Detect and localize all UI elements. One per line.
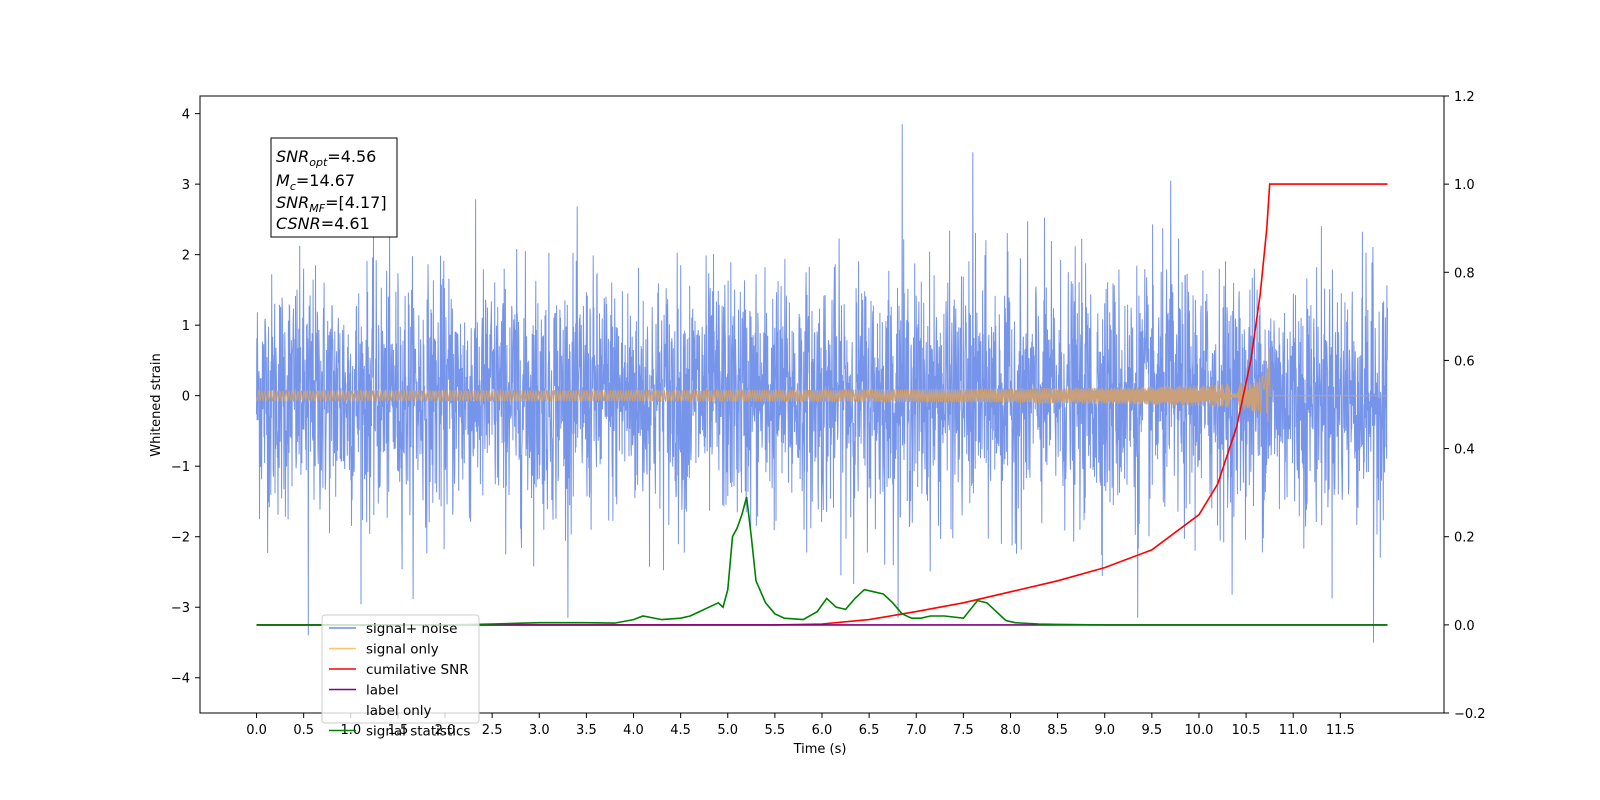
legend: signal+ noise signal only cumilative SNR la… xyxy=(321,614,480,740)
x-tick-label: 4.0 xyxy=(623,723,644,738)
x-tick-label: 3.0 xyxy=(529,723,550,738)
y2-tick-label: 0.6 xyxy=(1454,354,1475,369)
x-tick-label: 6.0 xyxy=(812,723,833,738)
x-tick-label: 3.5 xyxy=(576,723,597,738)
legend-frame xyxy=(321,614,480,724)
x-tick-label: 0.5 xyxy=(293,723,314,738)
y2-tick-label: 0.2 xyxy=(1454,531,1475,546)
y-tick-label: 1 xyxy=(182,319,190,334)
x-tick-label: 5.5 xyxy=(765,723,786,738)
legend-label: signal statistics xyxy=(366,724,470,740)
legend-label: label xyxy=(366,683,399,699)
y-tick-label: 2 xyxy=(182,249,190,264)
y-tick-label: −2 xyxy=(171,531,190,546)
x-tick-label: 7.0 xyxy=(906,723,927,738)
x-tick-label: 8.5 xyxy=(1047,723,1068,738)
y2-tick-label: 0.4 xyxy=(1454,443,1475,458)
y2-tick-label: 0.8 xyxy=(1454,266,1475,281)
annotation-snr-mf: SNRMF=[4.17] xyxy=(276,193,387,215)
x-tick-label: 6.5 xyxy=(859,723,880,738)
y-tick-label: −3 xyxy=(171,601,190,616)
series-cumilative-snr xyxy=(256,183,1388,626)
x-axis-label: Time (s) xyxy=(793,742,847,757)
x-tick-label: 11.0 xyxy=(1279,723,1308,738)
annotation-mc: Mc=14.67 xyxy=(276,171,355,193)
y-tick-label: −4 xyxy=(171,672,190,687)
x-tick-label: 9.0 xyxy=(1094,723,1115,738)
annotation-frame xyxy=(270,137,398,238)
x-tick-label: 2.0 xyxy=(435,723,456,738)
y2-tick-label: 1.0 xyxy=(1454,178,1475,193)
x-tick-label: 4.5 xyxy=(670,723,691,738)
y2-ticks: 1.2 1.0 0.8 0.6 0.4 0.2 0.0 −0.2 xyxy=(1444,90,1486,722)
x-tick-label: 2.5 xyxy=(482,723,503,738)
x-tick-label: 1.5 xyxy=(388,723,409,738)
y-axis-label: Whitened strain xyxy=(149,353,164,456)
annotation-box: SNRopt=4.56 Mc=14.67 SNRMF=[4.17] CSNR=4… xyxy=(270,137,398,238)
series-signal-statistics xyxy=(256,496,1388,626)
x-tick-label: 10.0 xyxy=(1184,723,1213,738)
x-tick-label: 8.0 xyxy=(1000,723,1021,738)
x-tick-label: 7.5 xyxy=(953,723,974,738)
y-tick-label: 4 xyxy=(182,108,190,123)
y-tick-label: 0 xyxy=(182,390,190,405)
series-signal-only xyxy=(256,348,1388,423)
y-tick-label: 3 xyxy=(182,178,190,193)
x-ticks: 0.0 0.5 1.0 1.5 2.0 2.5 3.0 3.5 4.0 4.5 5.0 5.5 6.0 6… xyxy=(246,713,1355,738)
legend-label: signal only xyxy=(366,642,439,658)
legend-label: cumilative SNR xyxy=(366,662,469,678)
legend-entries: signal+ noise signal only cumilative SNR la… xyxy=(329,621,470,740)
y-ticks: 4 3 2 1 0 −1 −2 −3 −4 xyxy=(171,108,200,687)
x-tick-label: 5.0 xyxy=(717,723,738,738)
y2-tick-label: 1.2 xyxy=(1454,90,1475,105)
x-tick-label: 0.0 xyxy=(246,723,267,738)
annotation-csnr: CSNR=4.61 xyxy=(276,214,370,233)
x-tick-label: 10.5 xyxy=(1232,723,1261,738)
legend-label: signal+ noise xyxy=(366,621,457,637)
y2-tick-label: 0.0 xyxy=(1454,619,1475,634)
annotation-snr-opt: SNRopt=4.56 xyxy=(276,147,376,169)
legend-label: label only xyxy=(366,703,432,719)
x-tick-label: 11.5 xyxy=(1326,723,1355,738)
series-signal-noise xyxy=(256,124,1388,643)
x-tick-label: 9.5 xyxy=(1142,723,1163,738)
y2-tick-label: −0.2 xyxy=(1454,707,1486,722)
series-layer xyxy=(256,124,1388,643)
y-tick-label: −1 xyxy=(171,460,190,475)
